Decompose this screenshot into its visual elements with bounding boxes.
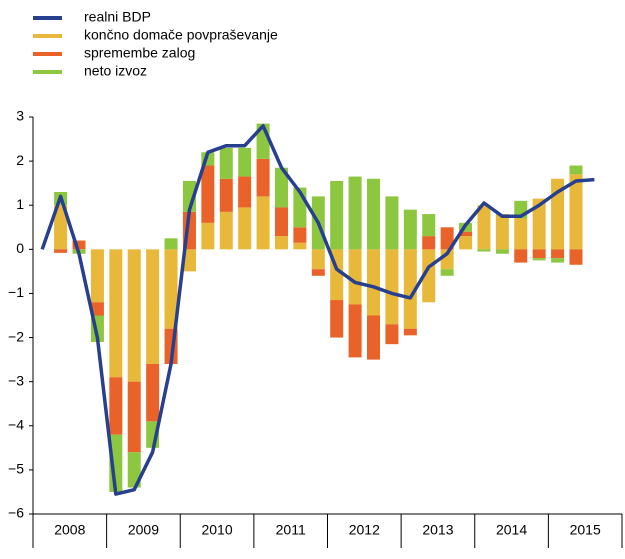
bar-segment: [495, 249, 509, 254]
bar-segment: [109, 249, 123, 378]
bar-segment: [238, 207, 252, 250]
bar-segment: [477, 205, 491, 250]
bar-segment: [348, 304, 362, 358]
bar-segment: [330, 180, 344, 250]
bar-segment: [293, 242, 307, 250]
bar-segment: [569, 174, 583, 250]
legend-label: neto izvoz: [84, 63, 147, 79]
bar-segment: [274, 207, 288, 237]
y-tick-label: −5: [8, 461, 24, 477]
x-tick-label: 2014: [496, 522, 527, 538]
bar-segment: [146, 249, 160, 365]
bar-segment: [569, 249, 583, 265]
x-tick-label: 2012: [349, 522, 380, 538]
bar-segment: [182, 249, 196, 272]
y-tick-label: 3: [16, 108, 24, 124]
bar-segment: [385, 249, 399, 325]
bar-segment: [348, 176, 362, 250]
bar-segment: [256, 158, 270, 197]
y-tick-label: −4: [8, 416, 24, 432]
bar-segment: [532, 249, 546, 259]
bar-segment: [569, 165, 583, 175]
legend-label: spremembe zalog: [84, 45, 195, 61]
bar-segment: [201, 165, 215, 223]
x-tick-label: 2010: [201, 522, 232, 538]
bar-segment: [127, 249, 141, 382]
x-tick-label: 2013: [422, 522, 453, 538]
bar-segment: [532, 198, 546, 250]
bar-segment: [403, 249, 417, 329]
bar-segment: [146, 364, 160, 422]
bar-segment: [311, 269, 325, 276]
legend-label: končno domače povpraševanje: [84, 27, 278, 43]
bar-segment: [274, 236, 288, 250]
bar-segment: [54, 249, 68, 253]
bar-segment: [514, 249, 528, 263]
bar-segment: [238, 147, 252, 177]
bar-segment: [367, 315, 381, 360]
bar-segment: [459, 231, 473, 237]
bar-segment: [514, 218, 528, 250]
bar-segment: [551, 258, 565, 263]
bar-segment: [495, 214, 509, 250]
bar-segment: [127, 381, 141, 453]
bar-segment: [440, 269, 454, 276]
bar-segment: [385, 324, 399, 345]
bar-segment: [551, 249, 565, 259]
bar-segment: [367, 178, 381, 250]
bar-segment: [164, 249, 178, 329]
bar-segment: [54, 205, 68, 250]
x-tick-label: 2009: [128, 522, 159, 538]
bar-segment: [422, 236, 436, 250]
x-tick-label: 2008: [54, 522, 85, 538]
bar-segment: [219, 211, 233, 250]
bar-segment: [311, 249, 325, 270]
bar-segment: [274, 167, 288, 208]
bar-segment: [238, 176, 252, 208]
bar-segment: [348, 249, 362, 305]
gdp-line: [40, 124, 595, 496]
x-tick-label: 2015: [570, 522, 601, 538]
legend-label: realni BDP: [84, 9, 151, 25]
x-tick-label: 2011: [276, 522, 306, 538]
bar-segment: [293, 227, 307, 243]
bar-segment: [367, 249, 381, 316]
bar-segment: [532, 258, 546, 261]
y-tick-label: 1: [16, 196, 24, 212]
bar-segment: [385, 196, 399, 250]
bar-segment: [256, 196, 270, 250]
y-tick-label: −3: [8, 372, 24, 388]
y-tick-label: 0: [16, 240, 24, 256]
bar-segment: [90, 302, 104, 316]
bar-segment: [403, 209, 417, 250]
bar-segment: [90, 249, 104, 303]
y-tick-label: 2: [16, 152, 24, 168]
bar-segment: [201, 222, 215, 250]
bar-segment: [219, 147, 233, 179]
bar-segment: [219, 178, 233, 212]
bar-segment: [422, 214, 436, 237]
bar-segment: [72, 240, 86, 250]
bar-segment: [440, 227, 454, 250]
bar-segment: [459, 236, 473, 250]
bar-segment: [109, 377, 123, 435]
bar-segment: [330, 300, 344, 338]
bar-segment: [127, 452, 141, 488]
y-tick-label: −1: [8, 284, 24, 300]
bar-segment: [164, 238, 178, 250]
y-tick-label: −6: [8, 505, 24, 521]
bar-segment: [403, 328, 417, 336]
bar-segment: [477, 249, 491, 252]
y-tick-label: −2: [8, 328, 24, 344]
